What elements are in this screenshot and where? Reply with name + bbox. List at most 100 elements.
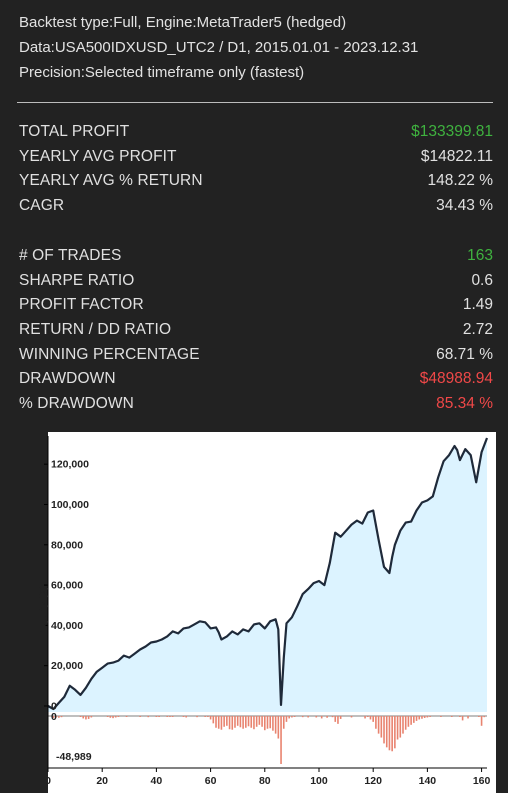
drawdown-bar	[223, 716, 225, 727]
drawdown-bar	[158, 716, 160, 717]
drawdown-bar	[87, 716, 90, 719]
stat-label: SHARPE RATIO	[19, 271, 135, 289]
drawdown-bar	[285, 716, 288, 722]
drawdown-bar	[288, 716, 290, 719]
stat-label: WINNING PERCENTAGE	[19, 345, 200, 363]
y-tick-label: 20,000	[51, 660, 83, 672]
drawdown-bar	[307, 716, 309, 718]
stats-group-profit: TOTAL PROFIT $133399.81 YEARLY AVG PROFIT $…	[19, 120, 493, 219]
drawdown-bar	[385, 716, 388, 748]
drawdown-bar	[209, 716, 212, 720]
drawdown-bar	[331, 716, 334, 718]
drawdown-bar	[147, 716, 150, 718]
chart-label-strip	[0, 432, 48, 793]
stat-label: PROFIT FACTOR	[19, 296, 144, 314]
drawdown-bar	[250, 716, 253, 728]
drawdown-bar	[291, 716, 293, 718]
drawdown-bar	[236, 716, 239, 726]
drawdown-bar	[375, 716, 377, 729]
y-tick-label: 80,000	[51, 539, 83, 551]
drawdown-bar	[85, 716, 87, 720]
stat-value: $14822.11	[420, 147, 493, 165]
drawdown-bar	[55, 716, 57, 718]
drawdown-bar	[282, 716, 285, 729]
drawdown-bar	[253, 716, 255, 730]
drawdown-bar	[112, 716, 114, 719]
drawdown-bar	[450, 716, 453, 717]
drawdown-bar	[234, 716, 236, 728]
stat-value: 163	[467, 247, 493, 264]
drawdown-bar	[258, 716, 261, 725]
stat-value: $133399.81	[411, 123, 493, 140]
drawdown-bar	[394, 716, 396, 749]
divider	[17, 102, 493, 103]
backtest-info: Backtest type:Full, Engine:MetaTrader5 (…	[19, 10, 494, 85]
drawdown-bar	[117, 716, 120, 717]
stat-row-a-3: CAGR 34.43 %	[19, 194, 493, 219]
x-tick-label: 20	[96, 775, 108, 787]
stat-label: TOTAL PROFIT	[19, 123, 130, 140]
equity-chart: 0 20,000 40,000 60,000 80,000 100,000 120,000 E…	[0, 432, 496, 793]
stat-row-b-3: RETURN / DD RATIO 2.72	[19, 318, 493, 343]
x-tick-label: 140	[419, 775, 437, 787]
drawdown-tick-label: 0	[51, 711, 57, 723]
drawdown-bar	[399, 716, 402, 738]
drawdown-bar	[404, 716, 407, 730]
drawdown-bar	[383, 716, 385, 744]
drawdown-bar	[82, 716, 85, 719]
drawdown-bar	[106, 716, 109, 717]
drawdown-bar	[58, 716, 60, 718]
drawdown-bar	[339, 716, 342, 719]
drawdown-bar	[320, 716, 323, 719]
stat-row-a-0: TOTAL PROFIT $133399.81	[19, 120, 493, 145]
drawdown-bar	[293, 716, 296, 717]
drawdown-bar	[242, 716, 244, 729]
drawdown-bar	[480, 716, 483, 726]
stat-row-b-2: PROFIT FACTOR 1.49	[19, 293, 493, 318]
backtest-type: Backtest type:Full, Engine:MetaTrader5 (…	[19, 14, 347, 31]
stats-group-trades: # OF TRADES 163 SHARPE RATIO 0.6 PROFIT FACT…	[19, 244, 493, 417]
stat-row-b-4: WINNING PERCENTAGE 68.71 %	[19, 343, 493, 368]
drawdown-bar	[139, 716, 141, 717]
drawdown-tick-label: -48,989	[56, 751, 92, 763]
drawdown-bar	[407, 716, 410, 727]
drawdown-bar	[125, 716, 128, 717]
stat-value: 34.43 %	[436, 197, 493, 215]
drawdown-bar	[418, 716, 421, 720]
drawdown-bar	[90, 716, 93, 718]
drawdown-bar	[269, 716, 272, 729]
drawdown-bar	[272, 716, 274, 731]
stat-value: $48988.94	[419, 370, 493, 388]
drawdown-bar	[212, 716, 215, 724]
stat-row-b-5: DRAWDOWN $48988.94	[19, 367, 493, 392]
drawdown-bar	[377, 716, 380, 734]
drawdown-bar	[217, 716, 220, 729]
drawdown-bar	[266, 716, 269, 729]
drawdown-bar	[350, 716, 353, 718]
stat-label: # OF TRADES	[19, 247, 122, 264]
drawdown-bar	[231, 716, 234, 730]
drawdown-bar	[413, 716, 415, 723]
drawdown-bar	[415, 716, 418, 721]
drawdown-bar	[220, 716, 223, 730]
drawdown-bar	[280, 716, 282, 764]
drawdown-bar	[169, 716, 171, 717]
drawdown-bar	[364, 716, 366, 719]
equity-line	[47, 437, 489, 711]
drawdown-bar	[402, 716, 404, 734]
drawdown-bar	[255, 716, 258, 727]
drawdown-bar	[182, 716, 185, 717]
y-tick-label: 120,000	[51, 459, 89, 471]
drawdown-bar	[166, 716, 169, 717]
drawdown-bar	[263, 716, 266, 731]
drawdown-bar	[114, 716, 117, 718]
y-tick-label: 40,000	[51, 620, 83, 632]
drawdown-bar	[366, 716, 369, 717]
drawdown-bar	[215, 716, 217, 728]
drawdown-bar	[396, 716, 399, 740]
drawdown-bar	[247, 716, 250, 727]
data-range: Data:USA500IDXUSD_UTC2 / D1, 2015.01.01 …	[19, 39, 419, 56]
stat-value: 148.22 %	[427, 172, 494, 190]
drawdown-bar	[429, 716, 431, 717]
drawdown-bar	[228, 716, 231, 730]
